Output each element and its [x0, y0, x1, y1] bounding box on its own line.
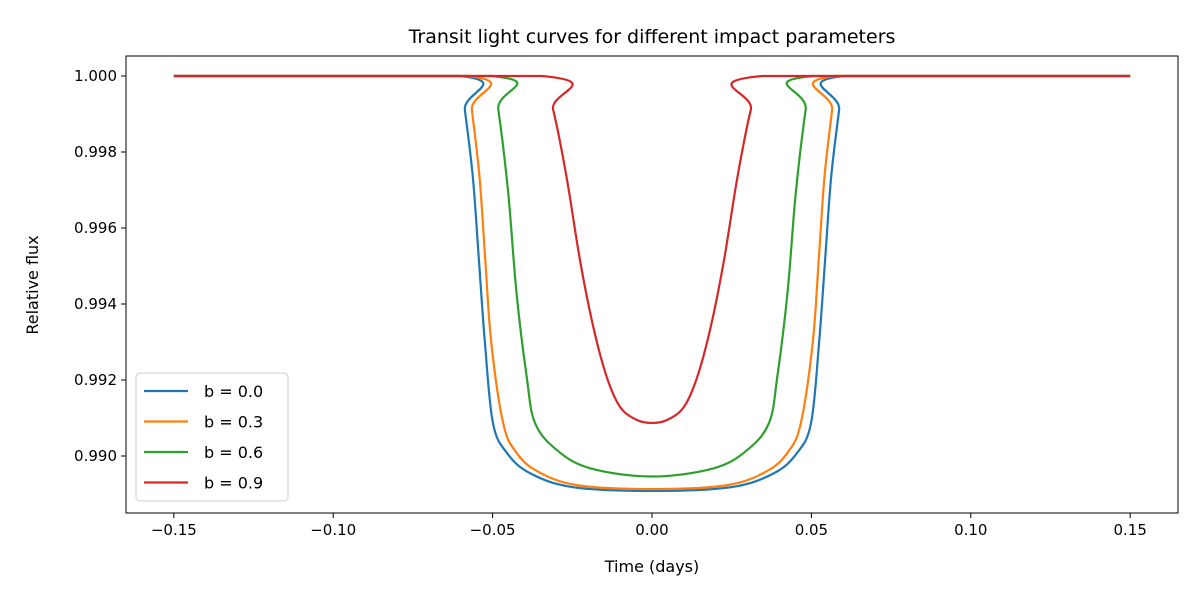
x-tick-label: −0.05 [470, 521, 516, 539]
series-line-0 [173, 74, 1131, 493]
ticks-layer: −0.15 −0.10 −0.05 0.00 0.05 0.10 0.15 0.990 0.99… [74, 67, 1147, 539]
legend: b = 0.0 b = 0.3 b = 0.6 b = 0.9 [135, 372, 289, 502]
y-tick-label: 0.996 [74, 219, 117, 237]
y-tick-label: 0.998 [74, 143, 117, 161]
legend-label-3: b = 0.9 [204, 474, 263, 493]
x-axis-label: Time (days) [604, 557, 700, 576]
y-tick-label: 1.000 [74, 67, 117, 85]
series-layer [173, 74, 1131, 493]
y-tick-label: 0.992 [74, 371, 117, 389]
x-tick-label: −0.10 [310, 521, 356, 539]
y-axis-label: Relative flux [23, 235, 42, 334]
series-line-2 [173, 74, 1131, 478]
y-tick-label: 0.994 [74, 295, 117, 313]
legend-label-2: b = 0.6 [204, 443, 263, 462]
x-tick-label: 0.00 [635, 521, 668, 539]
series-line-3 [173, 74, 1131, 425]
legend-label-0: b = 0.0 [204, 382, 263, 401]
x-tick-label: 0.05 [795, 521, 828, 539]
plot-frame [125, 55, 1179, 514]
x-tick-label: 0.10 [954, 521, 987, 539]
series-line-1 [173, 74, 1131, 491]
legend-label-1: b = 0.3 [204, 413, 263, 432]
chart-title: Transit light curves for different impac… [408, 26, 896, 48]
y-tick-label: 0.990 [74, 447, 117, 465]
x-tick-label: −0.15 [151, 521, 197, 539]
legend-frame [135, 372, 289, 502]
x-tick-label: 0.15 [1113, 521, 1146, 539]
